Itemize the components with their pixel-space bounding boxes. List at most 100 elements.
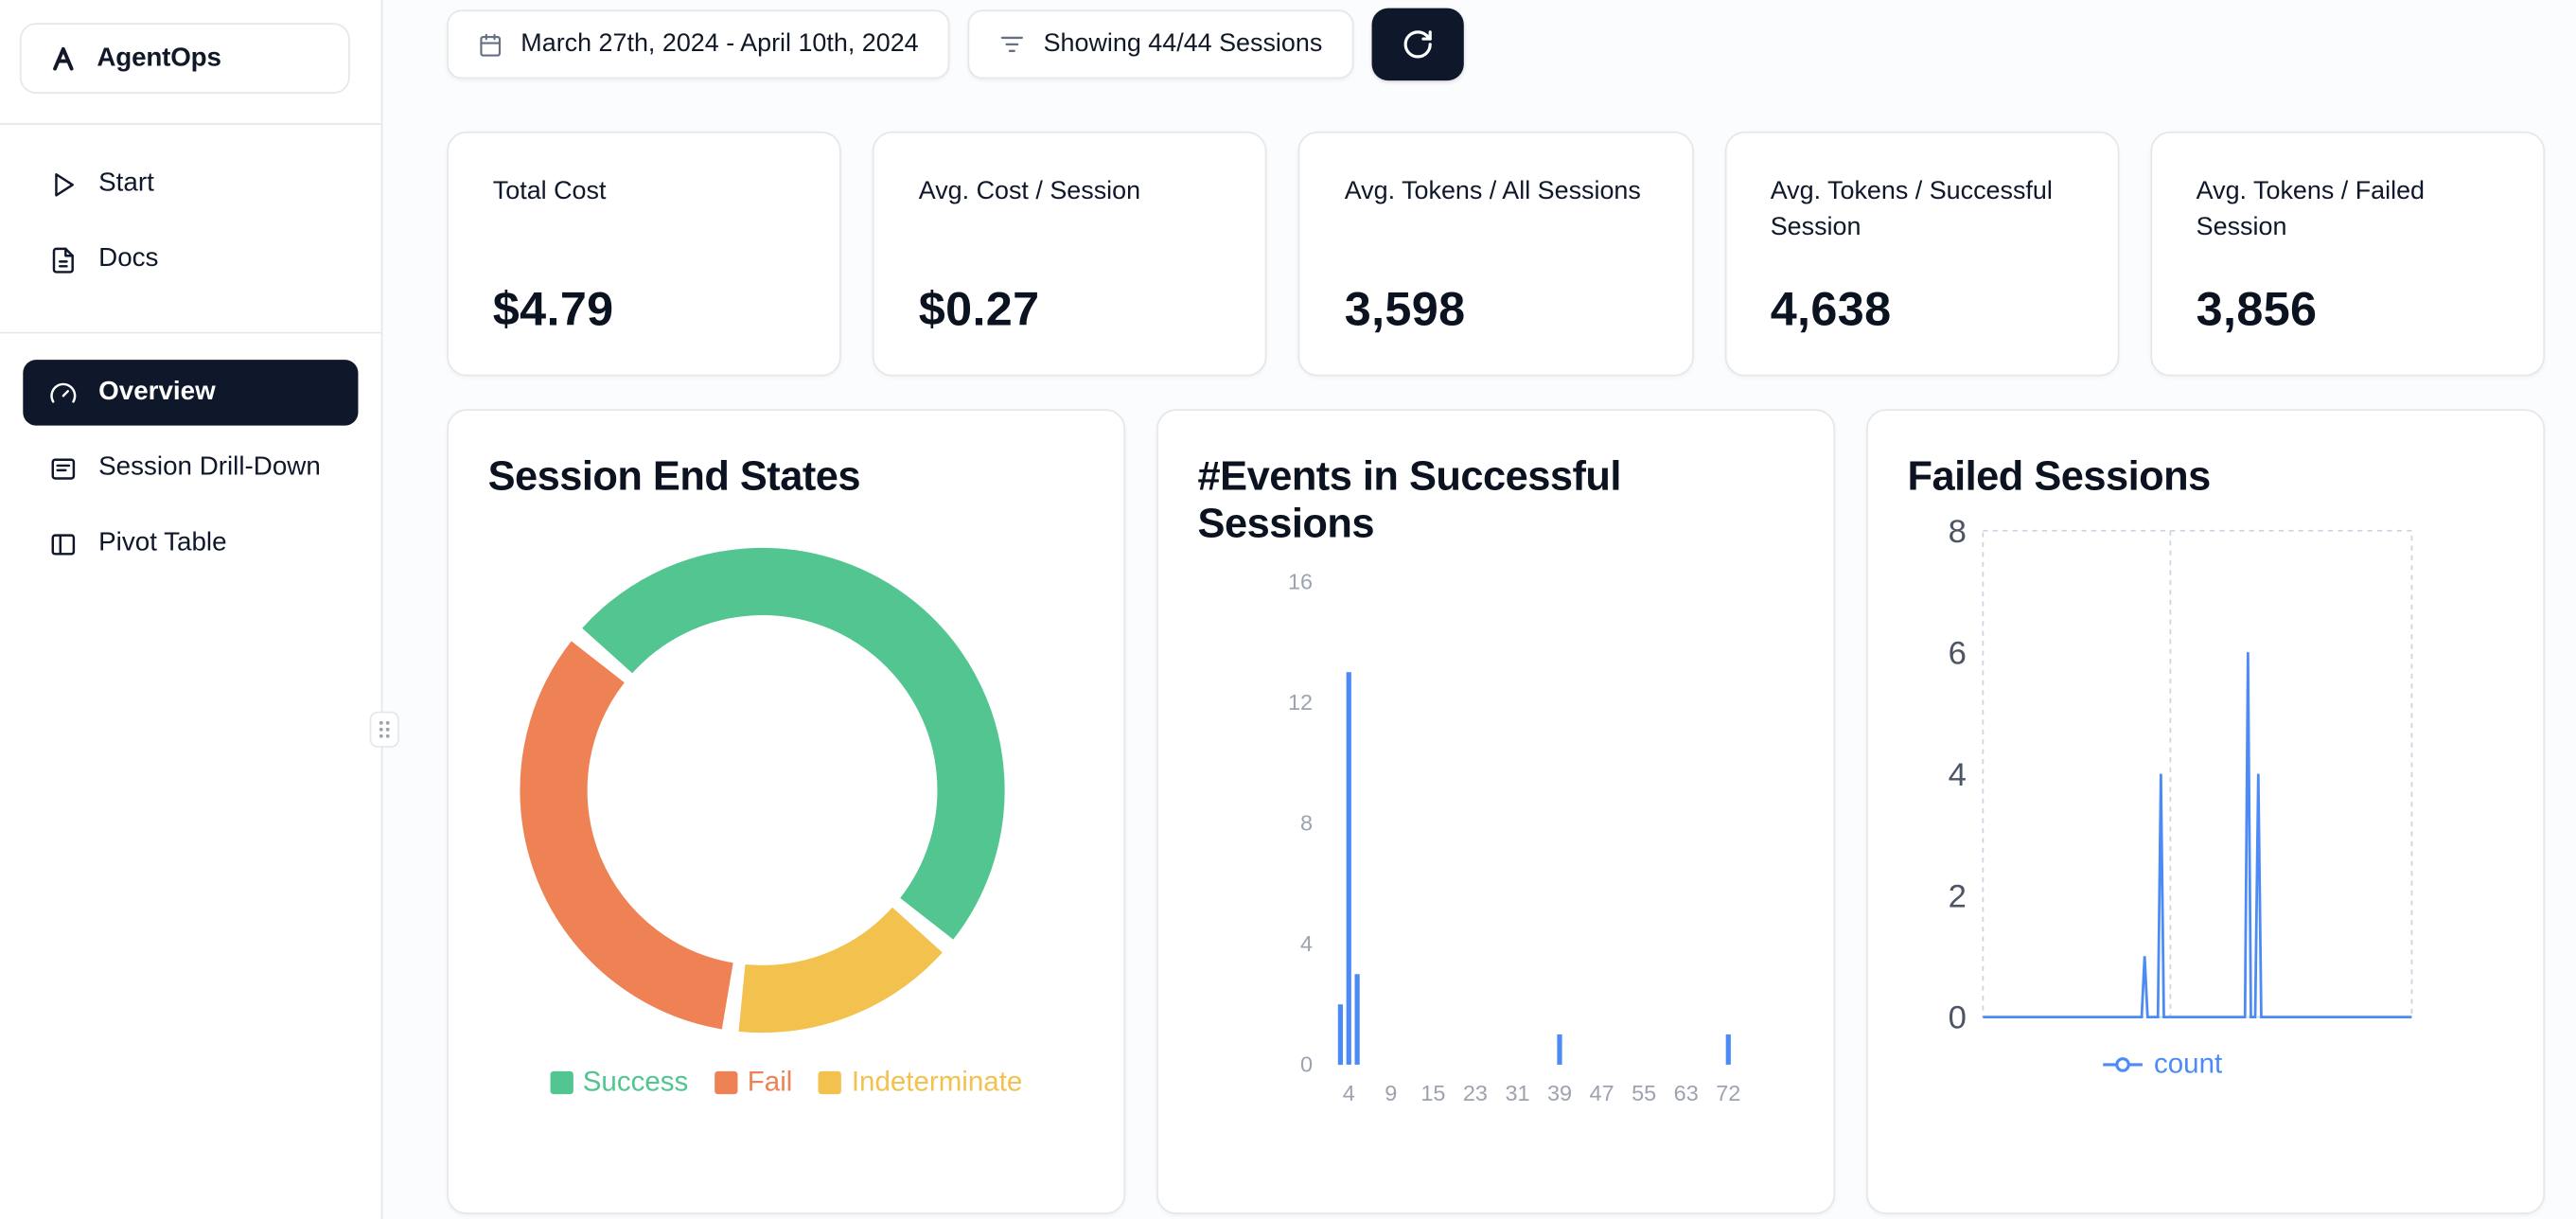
docs-icon bbox=[47, 245, 77, 274]
legend-label: Success bbox=[582, 1066, 689, 1098]
main-content: March 27th, 2024 - April 10th, 2024 Show… bbox=[382, 0, 2576, 1219]
donut-slice-indeterminate bbox=[738, 906, 943, 1033]
legend-marker-icon bbox=[2115, 1056, 2130, 1072]
stat-card-avg-tokens-failed: Avg. Tokens / Failed Session 3,856 bbox=[2150, 131, 2546, 377]
session-end-states-card: Session End States Success Fail bbox=[447, 409, 1126, 1214]
bar-chart: 0 4 8 12 16 4 9 15 23 31 39 47 55 63 72 bbox=[1288, 568, 1740, 1104]
sidebar-item-start[interactable]: Start bbox=[23, 151, 358, 217]
sidebar-divider bbox=[0, 123, 381, 125]
y-axis-tick-label: 2 bbox=[1949, 878, 1967, 914]
events-in-successful-sessions-card: #Events in Successful Sessions 0 4 8 12 16 4 9… bbox=[1156, 409, 1836, 1214]
stat-value: 4,638 bbox=[1770, 284, 1892, 337]
chart-title: Failed Sessions bbox=[1907, 453, 2211, 500]
logo-box[interactable]: AgentOps bbox=[19, 23, 350, 94]
y-axis-tick-label: 0 bbox=[1300, 1051, 1313, 1076]
x-axis-tick-label: 63 bbox=[1674, 1080, 1699, 1104]
x-axis-tick-label: 31 bbox=[1505, 1080, 1529, 1104]
sidebar-divider bbox=[0, 331, 381, 334]
y-axis-tick-label: 8 bbox=[1300, 810, 1313, 835]
chart-title: #Events in Successful Sessions bbox=[1197, 453, 1622, 547]
legend-swatch-fail bbox=[715, 1070, 738, 1094]
topbar: March 27th, 2024 - April 10th, 2024 Show… bbox=[447, 8, 2545, 81]
count-line bbox=[1983, 651, 2412, 1018]
agentops-logo-icon bbox=[47, 43, 79, 74]
sidebar-item-label: Docs bbox=[98, 244, 159, 274]
sidebar-item-label: Pivot Table bbox=[98, 528, 227, 557]
bar bbox=[1346, 671, 1351, 1065]
refresh-icon bbox=[1402, 28, 1435, 62]
x-axis-tick-label: 39 bbox=[1547, 1080, 1572, 1104]
y-axis-tick-label: 4 bbox=[1949, 756, 1967, 792]
y-axis-tick-label: 12 bbox=[1288, 689, 1313, 714]
line-legend[interactable]: count bbox=[2103, 1048, 2222, 1079]
x-axis-tick-label: 23 bbox=[1463, 1080, 1488, 1104]
stat-card-avg-cost-session: Avg. Cost / Session $0.27 bbox=[873, 131, 1268, 377]
stat-value: 3,598 bbox=[1344, 284, 1466, 337]
stat-value: $4.79 bbox=[492, 284, 614, 337]
bar bbox=[1354, 973, 1360, 1065]
x-axis-tick-label: 15 bbox=[1420, 1080, 1445, 1104]
legend-label: Fail bbox=[747, 1066, 793, 1098]
x-axis-tick-label: 47 bbox=[1590, 1080, 1614, 1104]
legend-label: Indeterminate bbox=[851, 1066, 1023, 1098]
stat-value: 3,856 bbox=[2196, 284, 2318, 337]
date-range-label: March 27th, 2024 - April 10th, 2024 bbox=[520, 29, 919, 58]
donut-chart bbox=[520, 547, 1005, 1033]
legend-item-indeterminate[interactable]: Indeterminate bbox=[819, 1066, 1022, 1099]
donut-slice-fail bbox=[520, 640, 734, 1030]
x-axis-tick-label: 9 bbox=[1385, 1080, 1397, 1104]
filter-icon bbox=[999, 31, 1026, 58]
legend-swatch-indeterminate bbox=[819, 1070, 842, 1094]
y-axis-tick-label: 16 bbox=[1288, 568, 1313, 592]
sidebar-item-session-drilldown[interactable]: Session Drill-Down bbox=[23, 435, 358, 501]
sidebar-item-overview[interactable]: Overview bbox=[23, 360, 359, 426]
donut-legend: Success Fail Indeterminate bbox=[488, 1066, 1085, 1099]
stat-label: Avg. Tokens / Successful Session bbox=[1770, 177, 2053, 243]
calendar-icon bbox=[478, 32, 503, 57]
legend-item-success[interactable]: Success bbox=[550, 1066, 688, 1099]
sessions-filter-label: Showing 44/44 Sessions bbox=[1043, 29, 1323, 58]
legend-item-fail[interactable]: Fail bbox=[715, 1066, 792, 1099]
stat-card-avg-tokens-successful: Avg. Tokens / Successful Session 4,638 bbox=[1724, 131, 2120, 377]
sidebar-item-pivot-table[interactable]: Pivot Table bbox=[23, 511, 358, 576]
plot-border bbox=[1982, 529, 2413, 1018]
date-range-button[interactable]: March 27th, 2024 - April 10th, 2024 bbox=[447, 9, 950, 80]
sessions-filter-button[interactable]: Showing 44/44 Sessions bbox=[967, 9, 1354, 80]
bar bbox=[1557, 1034, 1562, 1065]
sidebar-nav-top: Start Docs bbox=[0, 125, 381, 332]
x-axis-tick-label: 4 bbox=[1343, 1080, 1355, 1104]
pivot-table-icon bbox=[47, 529, 77, 558]
failed-sessions-card: Failed Sessions 0 2 4 6 8 count bbox=[1866, 409, 2546, 1214]
stat-card-total-cost: Total Cost $4.79 bbox=[447, 131, 842, 377]
bar bbox=[1725, 1034, 1731, 1065]
session-drilldown-icon bbox=[47, 453, 77, 483]
sidebar-item-label: Start bbox=[98, 168, 154, 198]
donut-slice-success bbox=[582, 547, 1005, 940]
sidebar-item-label: Session Drill-Down bbox=[98, 453, 321, 482]
sidebar-resize-handle[interactable] bbox=[369, 711, 399, 748]
y-axis-tick-label: 8 bbox=[1949, 513, 1967, 549]
stat-label: Avg. Cost / Session bbox=[918, 177, 1141, 205]
play-icon bbox=[47, 169, 77, 199]
stat-label: Avg. Tokens / All Sessions bbox=[1344, 177, 1641, 205]
app-title: AgentOps bbox=[97, 44, 221, 72]
x-axis-tick-label: 55 bbox=[1632, 1080, 1656, 1104]
stat-value: $0.27 bbox=[918, 284, 1040, 337]
y-axis-tick-label: 4 bbox=[1300, 930, 1313, 955]
sidebar-nav-main: Overview Session Drill-Down Pivot Table bbox=[0, 333, 381, 603]
x-axis-tick-label: 72 bbox=[1716, 1080, 1740, 1104]
stat-card-avg-tokens-all: Avg. Tokens / All Sessions 3,598 bbox=[1298, 131, 1694, 377]
y-axis-tick-label: 0 bbox=[1949, 999, 1967, 1035]
stat-label: Avg. Tokens / Failed Session bbox=[2196, 177, 2426, 243]
line-chart: 0 2 4 6 8 count bbox=[1949, 513, 2413, 1079]
legend-swatch-success bbox=[550, 1070, 573, 1094]
sidebar: AgentOps Start Docs bbox=[0, 0, 383, 1219]
sidebar-item-docs[interactable]: Docs bbox=[23, 227, 358, 292]
stats-row: Total Cost $4.79 Avg. Cost / Session $0.… bbox=[447, 131, 2546, 377]
bar bbox=[1337, 1003, 1344, 1065]
grip-dots-icon bbox=[379, 720, 390, 738]
y-axis-tick-label: 6 bbox=[1949, 635, 1967, 671]
refresh-button[interactable] bbox=[1371, 8, 1464, 81]
stat-label: Total Cost bbox=[492, 177, 607, 205]
